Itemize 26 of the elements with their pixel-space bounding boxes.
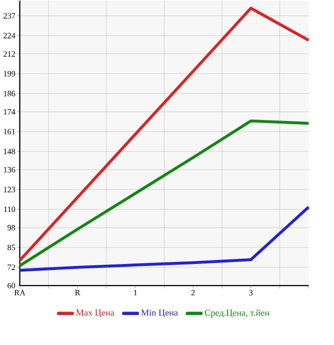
- line-series: [18, 120, 310, 268]
- legend-label: Max Цена: [76, 310, 114, 318]
- y-tick-label: 199: [4, 70, 16, 76]
- y-tick-label: 186: [4, 90, 16, 96]
- y-tick-label: 224: [4, 32, 16, 38]
- legend-label: Min Цена: [141, 310, 178, 318]
- x-tick-label: 3: [249, 290, 253, 296]
- line-series: [18, 206, 310, 272]
- y-tick-label: 60: [8, 282, 16, 288]
- y-tick-label: 98: [8, 224, 16, 230]
- y-tick-label: 136: [4, 166, 16, 172]
- y-tick-label: 237: [4, 13, 16, 19]
- x-tick-label: 1: [134, 290, 137, 296]
- x-tick-label: R: [75, 290, 80, 296]
- y-tick-label: 148: [4, 148, 16, 154]
- y-tick-label: 110: [4, 206, 16, 212]
- y-tick-label: 161: [4, 128, 15, 134]
- line-series: [18, 6, 310, 262]
- y-tick-label: 212: [4, 51, 15, 57]
- y-tick-label: 85: [8, 244, 16, 250]
- legend-label: Сред.Цена, т.йен: [204, 310, 270, 318]
- y-tick-label: 72: [8, 264, 15, 270]
- y-tick-label: 123: [4, 186, 16, 192]
- y-tick-label: 174: [4, 109, 16, 115]
- x-tick-label: RA: [14, 290, 26, 296]
- x-tick-label: 2: [191, 290, 195, 296]
